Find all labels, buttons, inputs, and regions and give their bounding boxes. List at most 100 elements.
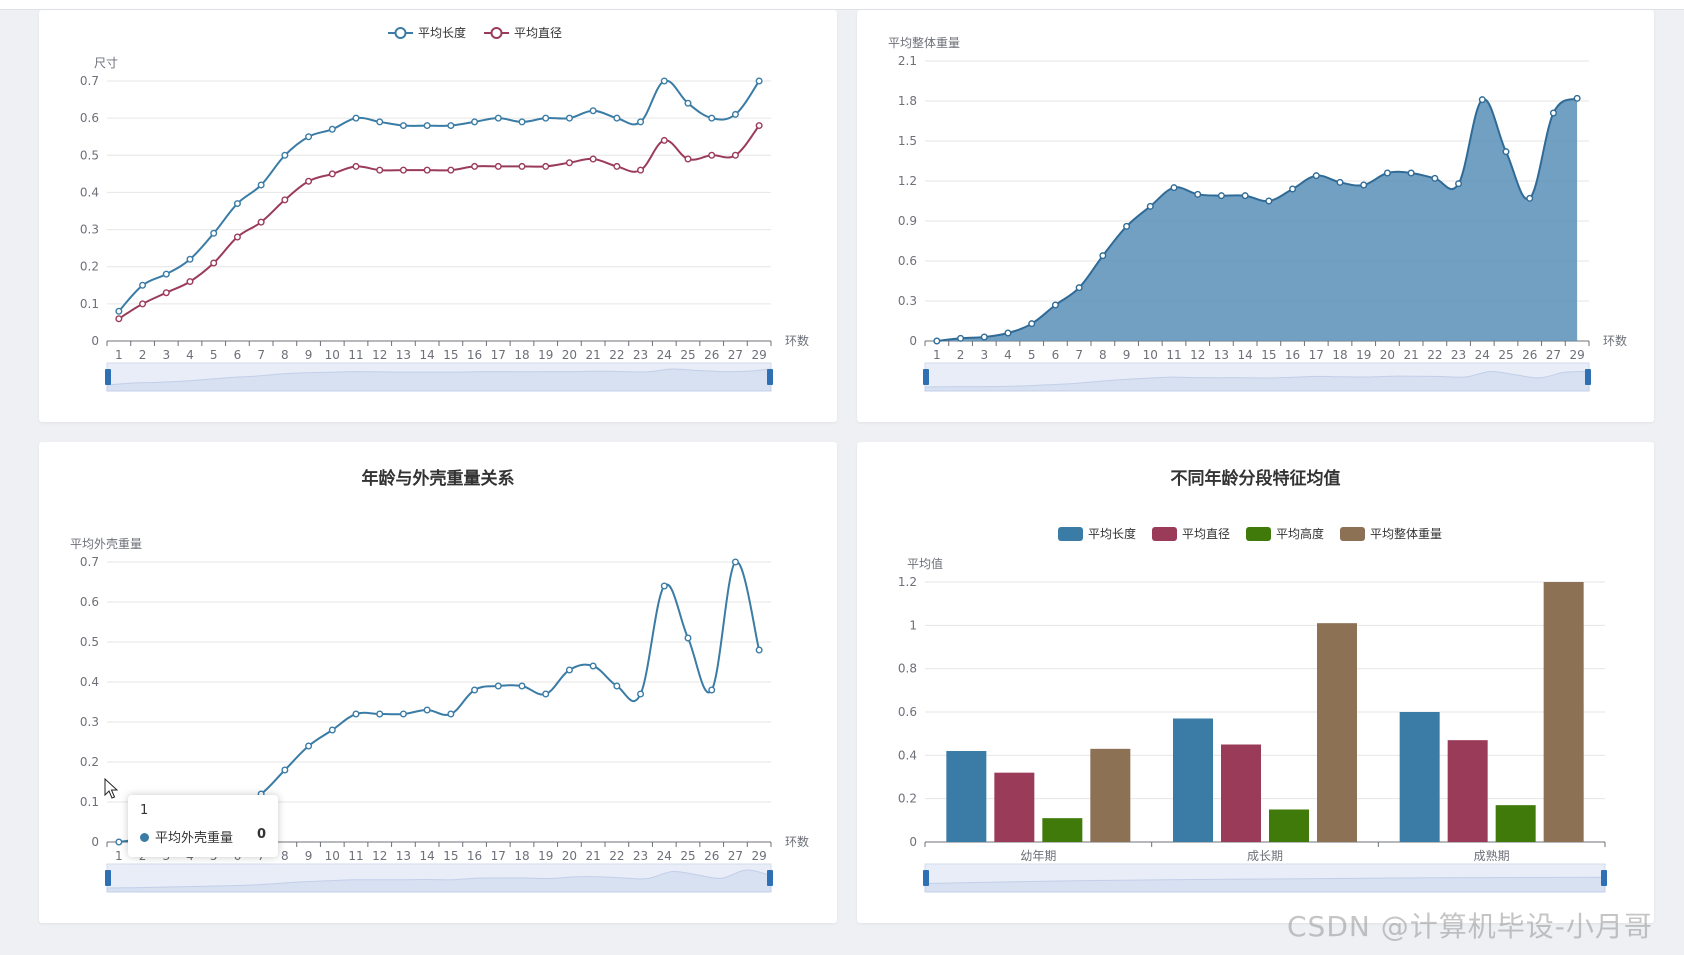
data-point bbox=[423, 122, 431, 130]
data-point bbox=[281, 151, 289, 159]
y-tick-label: 0.9 bbox=[898, 214, 917, 228]
x-tick-label: 6 bbox=[1052, 348, 1060, 362]
data-point bbox=[660, 582, 668, 590]
data-point bbox=[376, 710, 384, 718]
zoom-handle-icon bbox=[767, 870, 773, 886]
data-point bbox=[115, 315, 123, 323]
data-point bbox=[494, 114, 502, 122]
data-point bbox=[1051, 301, 1059, 309]
series-line-2 bbox=[118, 124, 760, 320]
data-point bbox=[565, 666, 573, 674]
x-tick-label: 10 bbox=[1143, 348, 1158, 362]
data-point bbox=[1383, 169, 1391, 177]
legend-label: 平均高度 bbox=[1276, 526, 1324, 541]
x-tick-label: 1 bbox=[115, 849, 123, 863]
top-bar bbox=[0, 0, 1684, 10]
data-point bbox=[637, 118, 645, 126]
x-tick-label: 16 bbox=[467, 849, 482, 863]
series-line-1 bbox=[118, 79, 760, 312]
data-point bbox=[1265, 197, 1273, 205]
data-point bbox=[755, 646, 763, 654]
x-tick-label: 3 bbox=[980, 348, 988, 362]
data-point bbox=[565, 159, 573, 167]
x-tick-label: 25 bbox=[680, 849, 695, 863]
group-chart-card: 不同年龄分段特征均值 平均长度 平均直径 平均高度 平均整体重量 0 0.2 0.4 0.6 0… bbox=[857, 442, 1654, 923]
data-point bbox=[139, 300, 147, 308]
x-tick-label: 21 bbox=[586, 348, 601, 362]
data-point bbox=[542, 114, 550, 122]
data-point bbox=[305, 742, 313, 750]
y-tick-label: 0.1 bbox=[80, 795, 99, 809]
x-tick-label: 18 bbox=[1332, 348, 1347, 362]
data-point bbox=[957, 334, 965, 342]
data-point bbox=[352, 710, 360, 718]
x-tick-label: 29 bbox=[1570, 348, 1585, 362]
x-tick-label: 12 bbox=[372, 348, 387, 362]
data-point bbox=[257, 181, 265, 189]
zoom-preview bbox=[924, 876, 1606, 893]
bar bbox=[946, 751, 987, 842]
y-tick-label: 0.4 bbox=[80, 675, 99, 689]
x-tick-label: 2 bbox=[957, 348, 965, 362]
data-point bbox=[210, 229, 218, 237]
tooltip-value: 0 bbox=[256, 827, 266, 842]
data-point bbox=[186, 278, 194, 286]
x-tick-label: 25 bbox=[1498, 348, 1513, 362]
x-tick-label: 8 bbox=[1099, 348, 1107, 362]
bar bbox=[1221, 744, 1261, 842]
y-tick-label: 0.6 bbox=[80, 111, 99, 125]
x-tick-label: 12 bbox=[1190, 348, 1205, 362]
x-tick-label: 10 bbox=[325, 348, 340, 362]
x-tick-label: 11 bbox=[1166, 348, 1181, 362]
x-tick-label: 9 bbox=[305, 348, 313, 362]
data-point bbox=[257, 218, 265, 226]
x-tick-label: 17 bbox=[491, 849, 506, 863]
y-axis-name: 平均外壳重量 bbox=[70, 537, 142, 551]
data-point bbox=[281, 766, 289, 774]
data-point bbox=[423, 166, 431, 174]
x-tick-label: 8 bbox=[281, 849, 289, 863]
y-tick-label: 0.1 bbox=[80, 297, 99, 311]
zoom-preview bbox=[106, 368, 772, 392]
data-point bbox=[684, 155, 692, 163]
x-tick-label: 12 bbox=[372, 849, 387, 863]
x-tick-label: 3 bbox=[162, 348, 170, 362]
rounded-rect-legend-icon bbox=[1340, 527, 1365, 541]
data-point bbox=[731, 558, 739, 566]
data-point bbox=[1146, 202, 1154, 210]
data-point bbox=[1455, 180, 1463, 188]
data-point bbox=[162, 270, 170, 278]
zoom-handle-icon bbox=[923, 369, 929, 385]
data-point bbox=[1573, 94, 1581, 102]
x-tick-label: 15 bbox=[443, 849, 458, 863]
data-point bbox=[613, 162, 621, 170]
data-point bbox=[542, 162, 550, 170]
data-point bbox=[423, 706, 431, 714]
data-point bbox=[447, 122, 455, 130]
data-point bbox=[518, 682, 526, 690]
data-point bbox=[1312, 172, 1320, 180]
y-tick-label: 0.2 bbox=[80, 260, 99, 274]
data-point bbox=[1478, 96, 1486, 104]
data-point bbox=[494, 682, 502, 690]
x-tick-label: 26 bbox=[1522, 348, 1537, 362]
x-tick-label: 10 bbox=[325, 849, 340, 863]
x-tick-label: 8 bbox=[281, 348, 289, 362]
data-point bbox=[660, 136, 668, 144]
data-point bbox=[352, 114, 360, 122]
weight-chart-card: 0 0.3 0.6 0.9 1.2 1.5 1.8 2.1 平均整体重量 1 2 3 4 5 6 7 8 9 10 1… bbox=[857, 10, 1654, 422]
x-tick-label: 21 bbox=[586, 849, 601, 863]
data-point bbox=[305, 177, 313, 185]
x-tick-label: 20 bbox=[1380, 348, 1395, 362]
legend-label: 平均长度 bbox=[418, 25, 466, 40]
legend-marker bbox=[490, 27, 503, 39]
x-tick-label: 1 bbox=[115, 348, 123, 362]
x-tick-label: 4 bbox=[1004, 348, 1012, 362]
x-tick-label: 7 bbox=[257, 348, 265, 362]
legend-label: 平均直径 bbox=[514, 26, 562, 40]
y-tick-label: 0.4 bbox=[80, 185, 99, 199]
data-point bbox=[233, 233, 241, 241]
x-tick-label: 1 bbox=[933, 348, 941, 362]
